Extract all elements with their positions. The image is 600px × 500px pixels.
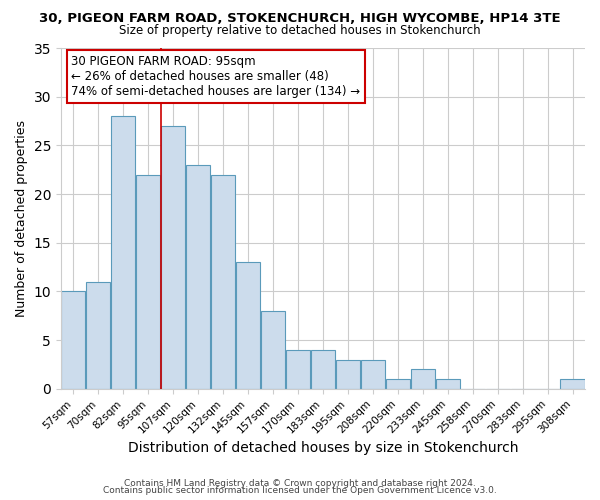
Bar <box>211 174 235 389</box>
Bar <box>560 379 584 389</box>
Bar <box>86 282 110 389</box>
Bar <box>311 350 335 389</box>
Bar <box>286 350 310 389</box>
Bar <box>136 174 160 389</box>
Text: 30, PIGEON FARM ROAD, STOKENCHURCH, HIGH WYCOMBE, HP14 3TE: 30, PIGEON FARM ROAD, STOKENCHURCH, HIGH… <box>39 12 561 26</box>
Bar <box>186 165 210 389</box>
Y-axis label: Number of detached properties: Number of detached properties <box>15 120 28 317</box>
Bar <box>361 360 385 389</box>
Bar <box>410 370 435 389</box>
Text: Contains public sector information licensed under the Open Government Licence v3: Contains public sector information licen… <box>103 486 497 495</box>
Bar <box>111 116 136 389</box>
Bar <box>386 379 410 389</box>
Bar <box>161 126 185 389</box>
Text: Contains HM Land Registry data © Crown copyright and database right 2024.: Contains HM Land Registry data © Crown c… <box>124 478 476 488</box>
Text: Size of property relative to detached houses in Stokenchurch: Size of property relative to detached ho… <box>119 24 481 37</box>
Bar <box>236 262 260 389</box>
Bar <box>436 379 460 389</box>
Text: 30 PIGEON FARM ROAD: 95sqm
← 26% of detached houses are smaller (48)
74% of semi: 30 PIGEON FARM ROAD: 95sqm ← 26% of deta… <box>71 55 361 98</box>
Bar <box>61 292 85 389</box>
Bar <box>261 311 285 389</box>
Bar <box>336 360 360 389</box>
X-axis label: Distribution of detached houses by size in Stokenchurch: Distribution of detached houses by size … <box>128 441 518 455</box>
